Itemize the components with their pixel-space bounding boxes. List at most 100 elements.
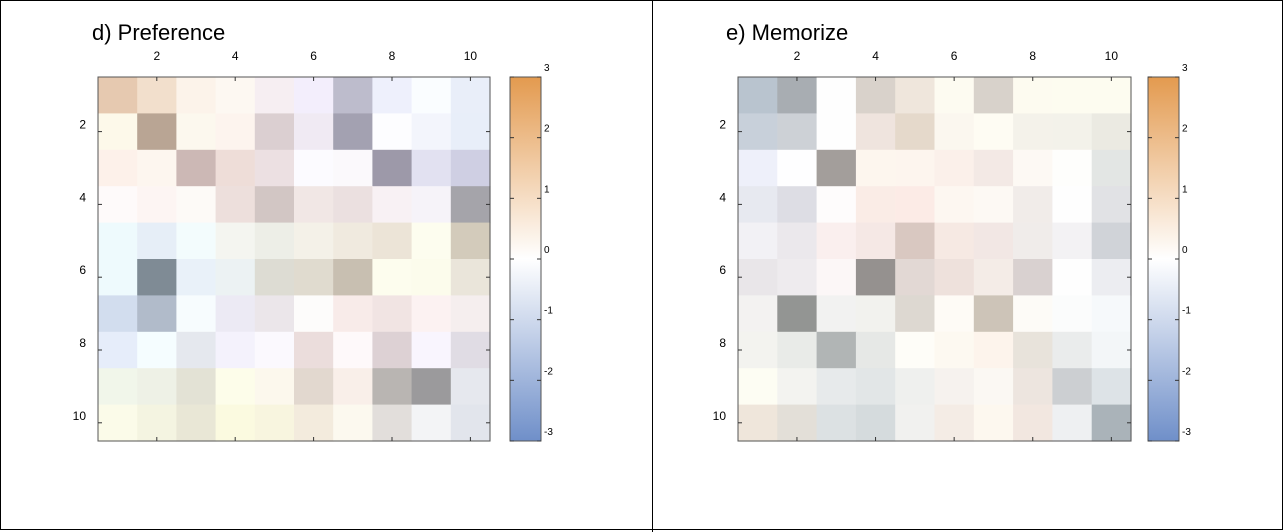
heatmap-cell — [411, 113, 452, 151]
heatmap-cell — [333, 149, 373, 187]
heatmap-cell — [934, 113, 975, 151]
heatmap-cell — [294, 259, 334, 296]
heatmap-cell — [1013, 259, 1053, 296]
heatmap-cell — [254, 295, 295, 333]
heatmap-cell — [738, 186, 778, 224]
heatmap-cell — [934, 368, 975, 406]
y-tick-label: 6 — [79, 263, 86, 277]
heatmap-cell — [816, 368, 857, 406]
heatmap-cell — [816, 404, 857, 442]
heatmap-cell — [1013, 368, 1053, 406]
x-tick-label: 8 — [389, 49, 396, 63]
heatmap-cell — [777, 186, 818, 224]
heatmap-cell — [254, 77, 295, 114]
heatmap-cell — [816, 77, 857, 114]
heatmap-cell — [98, 259, 138, 296]
heatmap-cell — [895, 186, 936, 224]
heatmap-cell — [1013, 186, 1053, 224]
heatmap-cell — [1091, 331, 1132, 369]
heatmap-cell — [1091, 295, 1132, 333]
heatmap-cell — [1013, 149, 1053, 187]
x-tick-label: 4 — [232, 49, 239, 63]
y-tick-label: 4 — [719, 190, 726, 204]
x-tick-label: 10 — [1105, 49, 1119, 63]
heatmap-cell — [895, 368, 936, 406]
heatmap-cell — [137, 259, 177, 296]
heatmap-cell — [738, 113, 778, 151]
heatmap-cell — [816, 295, 857, 333]
heatmap-cell — [934, 331, 975, 369]
heatmap-cell — [738, 149, 778, 187]
x-tick-label: 4 — [872, 49, 879, 63]
colorbar-tick-label: 1 — [1182, 184, 1188, 195]
colorbar-tick-label: -1 — [544, 306, 553, 317]
heatmap-cell — [1052, 222, 1093, 260]
colorbar-tick-label: 1 — [544, 184, 550, 195]
panel-preference: d) Preference 2 4 6 8 10 2 4 6 8 10 3 2 1 0 -1 -2 -3 — [73, 20, 553, 442]
x-tick-label: 2 — [153, 49, 160, 63]
y-tick-label: 4 — [79, 190, 86, 204]
heatmap-cell — [895, 77, 936, 114]
heatmap-cell — [738, 295, 778, 333]
heatmap-cell — [98, 113, 138, 151]
heatmap-cell — [137, 77, 177, 114]
heatmap-cell — [934, 295, 975, 333]
heatmap-cell — [333, 404, 373, 442]
heatmap-cell — [333, 295, 373, 333]
colorbar — [509, 76, 542, 442]
heatmap-cell — [973, 404, 1014, 442]
chart-title: e) Memorize — [726, 20, 849, 45]
heatmap-cell — [895, 259, 936, 296]
heatmap-cell — [450, 259, 491, 296]
heatmap-cell — [372, 113, 413, 151]
heatmap-cell — [1052, 331, 1093, 369]
x-tick-label: 8 — [1029, 49, 1036, 63]
heatmap-cell — [450, 368, 491, 406]
heatmap-cell — [254, 186, 295, 224]
heatmap-cell — [777, 222, 818, 260]
heatmap-cell — [411, 77, 452, 114]
heatmap-cell — [855, 222, 896, 260]
x-tick-label: 6 — [951, 49, 958, 63]
heatmap-cell — [254, 149, 295, 187]
heatmap-cell — [450, 295, 491, 333]
heatmap-cell — [176, 113, 217, 151]
heatmap-cell — [215, 259, 256, 296]
heatmap-cell — [1052, 149, 1093, 187]
heatmap-cell — [1091, 368, 1132, 406]
heatmap-cell — [973, 113, 1014, 151]
heatmap-cell — [215, 404, 256, 442]
heatmap-cell — [450, 186, 491, 224]
heatmap-cell — [1091, 77, 1132, 114]
heatmap-cell — [1091, 222, 1132, 260]
heatmap-cell — [294, 77, 334, 114]
heatmap-cell — [372, 368, 413, 406]
heatmap-cell — [1013, 331, 1053, 369]
heatmap-cell — [254, 404, 295, 442]
heatmap-cell — [934, 404, 975, 442]
heatmap-cell — [973, 77, 1014, 114]
heatmap-cell — [372, 259, 413, 296]
heatmap-cell — [855, 149, 896, 187]
heatmap-cell — [895, 404, 936, 442]
heatmap-cell — [411, 404, 452, 442]
chart-title: d) Preference — [92, 20, 226, 45]
heatmap-cell — [450, 149, 491, 187]
y-tick-label: 2 — [79, 118, 86, 132]
heatmap-cell — [294, 222, 334, 260]
heatmap-cell — [1052, 77, 1093, 114]
heatmap-cell — [98, 331, 138, 369]
heatmap-cell — [1052, 113, 1093, 151]
heatmap-cell — [777, 259, 818, 296]
heatmap-cell — [738, 77, 778, 114]
y-tick-label: 10 — [713, 409, 727, 423]
heatmap-cell — [738, 259, 778, 296]
heatmap-cell — [1013, 295, 1053, 333]
heatmap-cell — [333, 331, 373, 369]
heatmap-cell — [934, 222, 975, 260]
y-tick-label: 6 — [719, 263, 726, 277]
heatmap-cell — [777, 149, 818, 187]
heatmap-cell — [294, 113, 334, 151]
